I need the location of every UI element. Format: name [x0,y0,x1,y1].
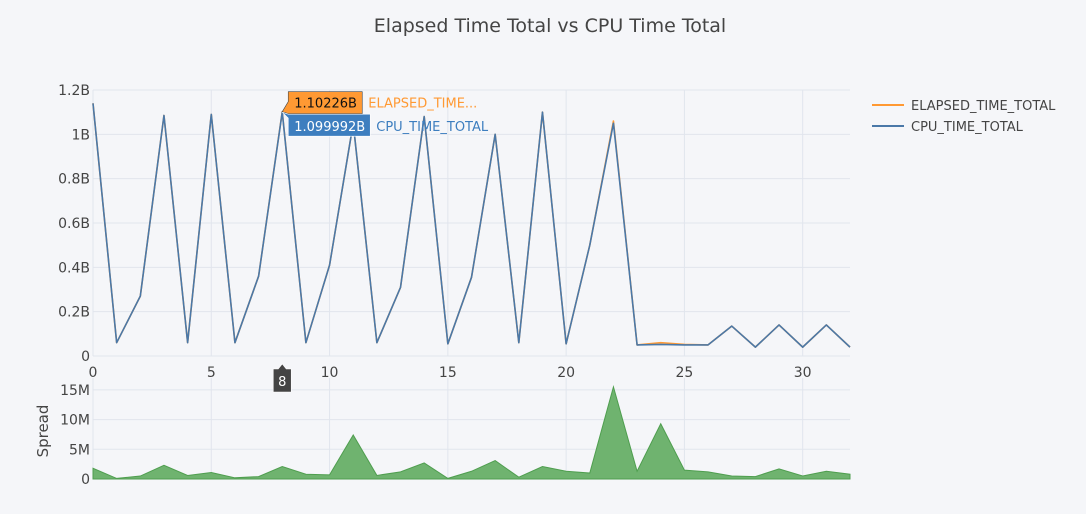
main-y-tick-label: 0.2B [58,305,90,321]
legend-label: CPU_TIME_TOTAL [911,120,1024,135]
hover-x-box [272,363,292,393]
main-y-tick-label: 0.6B [58,216,90,232]
main-y-tick-label: 0 [81,349,90,365]
hover-x-label: 8 [278,375,286,390]
spread-y-tick-label: 15M [60,383,90,399]
main-y-tick-label: 1B [71,127,90,143]
main-y-tick-label: 0.8B [58,172,90,188]
cpu-time-line [92,103,851,348]
spread-plot-area [93,378,850,479]
main-y-tick-label: 1.2B [58,83,90,99]
x-tick-label: 20 [557,365,575,381]
hover-elapsed-name: ELAPSED_TIME... [368,97,477,112]
spread-y-tick-label: 5M [69,442,90,458]
spread-y-tick-label: 10M [60,413,90,429]
hover-cpu-name: CPU_TIME_TOTAL [376,120,489,135]
legend-label: ELAPSED_TIME_TOTAL [911,99,1056,114]
hover-cpu-value: 1.099992B [294,120,365,135]
hover-elapsed-value: 1.10226B [294,97,357,112]
x-tick-label: 0 [89,365,98,381]
chart-title: Elapsed Time Total vs CPU Time Total [374,15,726,37]
hover-cpu-box [282,111,371,137]
x-tick-label: 5 [207,365,216,381]
spread-area [92,385,851,480]
x-tick-label: 25 [675,365,693,381]
spread-axis-label: Spread [34,405,52,458]
hover-elapsed-box [281,91,363,114]
x-tick-label: 30 [794,365,812,381]
x-tick-label: 10 [321,365,339,381]
main-y-tick-label: 0.4B [58,260,90,276]
spread-y-tick-label: 0 [81,472,90,488]
x-tick-label: 15 [439,365,457,381]
